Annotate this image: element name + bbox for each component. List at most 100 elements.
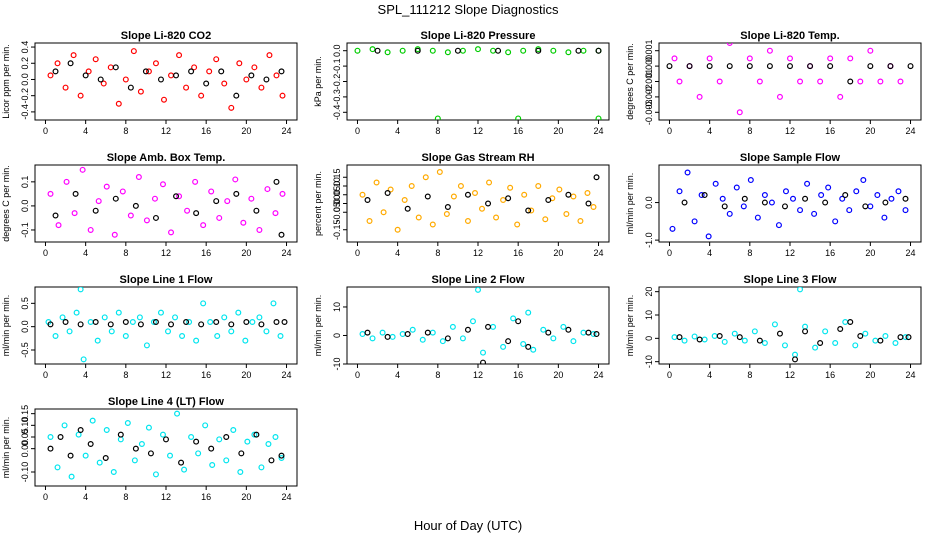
data-point [505,338,512,345]
data-point [860,177,867,184]
data-point [565,326,572,333]
data-point [145,68,152,75]
y-tick-label: 10 [644,310,654,320]
data-point [127,212,134,219]
data-point [530,346,537,353]
data-point [253,207,260,214]
data-point [115,100,122,107]
data-point [92,319,99,326]
data-point [77,92,84,99]
data-point [168,229,175,236]
data-point [102,455,109,462]
x-tick-label: 0 [355,248,360,258]
data-point [746,63,753,70]
data-point [575,47,582,54]
data-point [747,177,754,184]
x-tick-label: 16 [201,492,211,502]
data-point [124,420,131,427]
data-point [157,309,164,316]
data-point [404,331,411,338]
data-point [761,192,768,199]
x-tick-label: 24 [594,126,604,136]
data-point [846,207,853,214]
y-tick-label: -0.5 [20,342,30,358]
data-point [839,195,846,202]
data-point [837,93,844,100]
data-point [684,169,691,176]
x-tick-label: 24 [282,370,292,380]
x-tick-label: 8 [747,370,752,380]
data-point [897,334,904,341]
data-point [213,198,220,205]
data-point [87,441,94,448]
data-point [712,180,719,187]
data-point [143,342,150,349]
data-point [233,92,240,99]
data-point [173,193,180,200]
y-tick-label: -0.4 [20,104,30,120]
x-tick-label: 12 [161,248,171,258]
data-point [130,48,137,55]
data-point [756,337,763,344]
data-point [369,335,376,342]
data-point [475,46,482,53]
data-point [163,436,170,443]
data-point [160,96,167,103]
panel-title: Slope Line 4 (LT) Flow [108,396,224,408]
data-point [669,225,676,232]
data-point [380,209,387,216]
data-point [152,214,159,221]
data-point [857,78,864,85]
x-tick-label: 16 [825,126,835,136]
data-point [373,179,380,186]
data-point [797,78,804,85]
data-point [278,455,285,462]
data-point [740,203,747,210]
data-point [176,193,183,200]
data-point [119,188,126,195]
data-point [112,64,119,71]
y-tick-label: -0.1 [20,222,30,238]
data-point [108,328,115,335]
x-tick-label: 16 [513,248,523,258]
data-point [277,333,284,340]
data-point [545,329,552,336]
data-point [278,452,285,459]
data-point [439,338,446,345]
data-point [258,84,265,91]
panel-3: Slope Li-820 Temp. degrees C per min. 0 4 8 1… [625,30,922,136]
data-point [676,334,683,341]
data-point [264,186,271,193]
data-point [272,434,279,441]
data-point [817,340,824,347]
data-point [183,319,190,326]
y-axis-label: kPa per min. [313,56,323,107]
plot-frame [34,164,298,243]
y-tick-label: -10 [332,357,342,370]
data-point [892,340,899,347]
data-point [244,438,251,445]
data-point [218,68,225,75]
data-point [265,441,272,448]
plot-frame [34,286,298,365]
plot-frame [658,286,922,365]
data-point [80,356,87,363]
data-point [253,431,260,438]
data-point [59,314,66,321]
x-tick-label: 4 [83,126,88,136]
data-point [776,93,783,100]
x-tick-label: 4 [83,370,88,380]
data-point [761,199,768,206]
data-point [184,207,191,214]
data-point [47,321,54,328]
data-point [224,198,231,205]
data-point [560,323,567,330]
data-point [408,183,415,190]
data-point [89,417,96,424]
data-point [580,329,587,336]
data-point [857,333,864,340]
points [47,48,286,111]
x-tick-label: 8 [123,370,128,380]
x-tick-label: 20 [553,370,563,380]
panel-1: Slope Li-820 CO2 Licor ppm per min. 0 4 8 12 1… [1,30,298,136]
